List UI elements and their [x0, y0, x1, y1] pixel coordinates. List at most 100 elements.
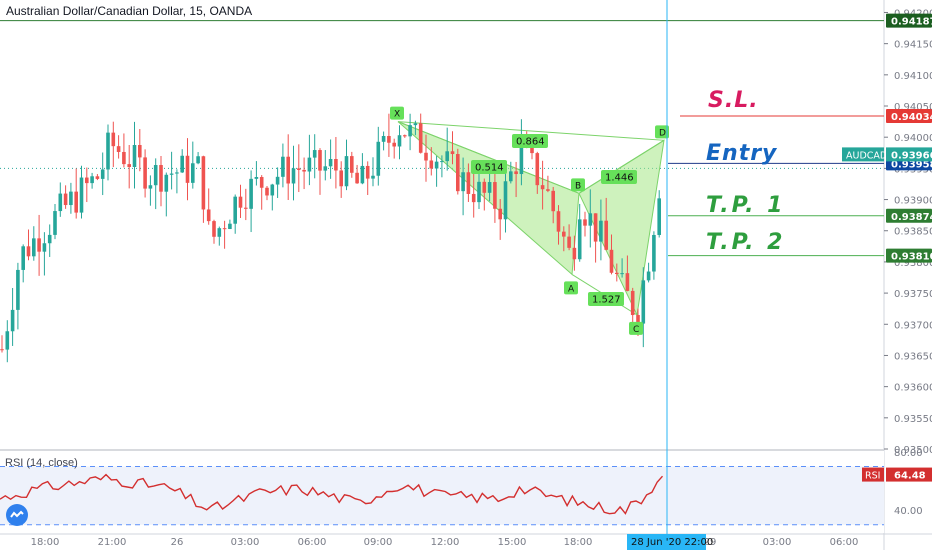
- candle: [21, 244, 25, 283]
- candle: [5, 320, 10, 363]
- candle: [307, 134, 312, 186]
- candle: [381, 131, 386, 151]
- candle: [238, 184, 243, 219]
- candle: [445, 127, 449, 171]
- candle: [609, 234, 614, 275]
- candle: [604, 197, 608, 251]
- candle: [641, 267, 646, 348]
- crosshair-time-badge: 28 Jun '20 22:00: [627, 534, 713, 550]
- candle: [116, 135, 121, 159]
- candle: [360, 153, 365, 185]
- candle: [206, 188, 211, 225]
- price-level-badge: 0.94187: [886, 13, 932, 28]
- candle: [26, 229, 31, 261]
- price-tick-label: 0.94050: [894, 102, 932, 113]
- candle: [657, 190, 661, 238]
- candle: [169, 151, 174, 190]
- candle: [153, 158, 158, 210]
- candle: [222, 220, 227, 249]
- candle: [265, 186, 269, 201]
- candle: [519, 119, 524, 186]
- candle: [85, 167, 89, 203]
- pattern-point-a: A: [564, 281, 578, 295]
- candle: [365, 161, 370, 196]
- candle: [233, 194, 237, 234]
- candle: [138, 129, 142, 172]
- candle: [350, 151, 354, 178]
- candle: [175, 169, 179, 194]
- price-level-badge: 0.93874: [886, 208, 932, 223]
- price-level-value: 0.93874: [891, 212, 932, 223]
- time-label: 26: [171, 537, 184, 548]
- crosshair-time-label: 28 Jun '20 22:00: [631, 537, 713, 548]
- price-tick-label: 0.93750: [894, 289, 932, 300]
- harmonic-pattern[interactable]: [397, 121, 665, 317]
- candle: [482, 178, 487, 211]
- candle: [312, 134, 317, 179]
- pattern-labels[interactable]: X A B C D 0.864 0.514 1.446 1.527: [390, 106, 669, 335]
- candle: [434, 155, 439, 187]
- rsi-band-fill: [0, 466, 884, 525]
- candle: [498, 199, 502, 240]
- candle: [0, 335, 4, 353]
- candles: [0, 113, 661, 363]
- pattern-ratio-label: 0.514: [471, 160, 507, 174]
- candle: [191, 141, 195, 189]
- candle: [334, 136, 338, 189]
- pattern-point-label: B: [575, 181, 581, 191]
- time-label: 06:00: [830, 537, 859, 548]
- candle: [387, 113, 391, 157]
- candle: [74, 168, 78, 219]
- pattern-ratio-line: [578, 139, 665, 194]
- candle: [318, 148, 322, 195]
- candle: [355, 164, 359, 184]
- price-tick-label: 0.93900: [894, 196, 932, 207]
- time-axis[interactable]: 18:00 21:00 26 03:00 06:00 09:00 12:00 15:00 18:…: [31, 534, 859, 550]
- candle: [185, 138, 190, 201]
- candle: [291, 145, 296, 201]
- candle: [583, 211, 587, 237]
- symbol-name: AUDCAD: [846, 150, 887, 161]
- pattern-ratio-value: 0.864: [516, 137, 545, 148]
- pattern-point-label: X: [394, 110, 400, 120]
- pattern-ratio-label: 0.864: [512, 134, 548, 148]
- pattern-ratio-value: 0.514: [475, 163, 504, 174]
- price-axis[interactable]: 0.942000.941500.941000.940500.940000.939…: [842, 8, 932, 456]
- rsi-pane[interactable]: 80.00 40.00 RSI 64.48: [0, 448, 932, 533]
- candle: [599, 199, 603, 261]
- candle: [196, 152, 200, 165]
- candle: [551, 186, 555, 224]
- rsi-badge-name: RSI: [865, 471, 880, 482]
- time-label: 21:00: [98, 537, 127, 548]
- candle: [201, 155, 206, 223]
- pattern-point-label: D: [659, 128, 666, 138]
- time-label: 12:00: [431, 537, 460, 548]
- price-level-value: 0.94034: [891, 112, 932, 123]
- time-label: 29: [704, 537, 717, 548]
- price-tick-label: 0.93700: [894, 320, 932, 331]
- candle: [371, 157, 375, 187]
- symbol-price: 0.93966: [891, 150, 932, 161]
- price-level-badge: 0.93810: [886, 248, 932, 263]
- candle: [127, 144, 131, 189]
- pattern-ratio-label: 1.527: [588, 292, 624, 306]
- pattern-point-d: D: [655, 125, 669, 139]
- candle: [249, 170, 253, 233]
- candle: [567, 224, 571, 251]
- price-level-value: 0.93810: [891, 252, 932, 263]
- time-label: 18:00: [31, 537, 60, 548]
- candle: [593, 213, 598, 263]
- rsi-tick-label: 40.00: [894, 506, 923, 517]
- candle: [270, 183, 275, 211]
- candle: [461, 157, 465, 216]
- candle: [63, 185, 68, 209]
- candle: [546, 175, 550, 193]
- candle: [615, 263, 619, 282]
- candle: [53, 204, 57, 240]
- candle: [106, 124, 110, 181]
- pattern-point-c: C: [629, 321, 643, 335]
- candle: [630, 287, 635, 324]
- candle: [111, 121, 116, 168]
- tradingview-logo-icon[interactable]: [6, 504, 28, 526]
